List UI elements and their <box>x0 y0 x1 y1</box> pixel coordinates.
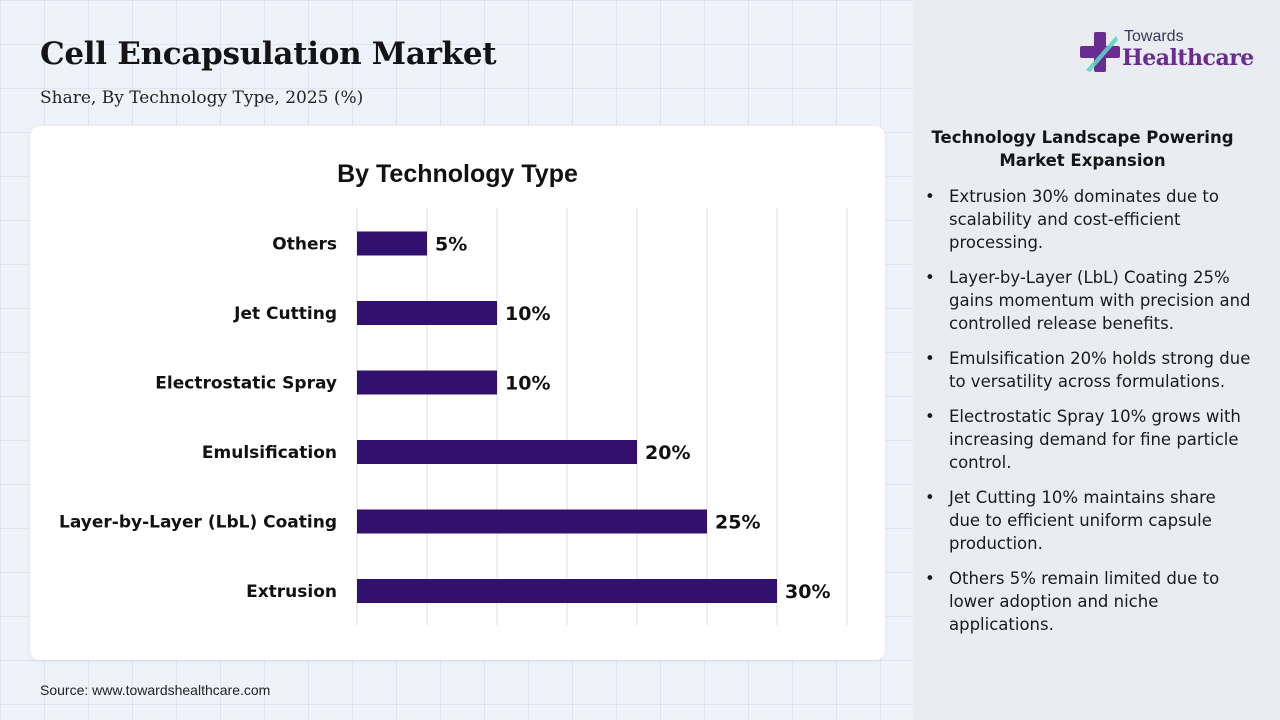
bar <box>357 440 637 464</box>
list-item-text: Layer-by-Layer (LbL) Coating 25% gains m… <box>949 268 1251 333</box>
category-label: Emulsification <box>202 443 337 463</box>
bar <box>357 231 427 256</box>
data-label: 10% <box>505 373 550 395</box>
chart-title: By Technology Type <box>337 160 578 188</box>
list-item: • Others 5% remain limited due to lower a… <box>922 567 1252 636</box>
logo-top-text: Towards <box>1124 28 1184 45</box>
bar <box>357 301 497 325</box>
data-label: 5% <box>435 234 467 256</box>
bar-chart: Others 5% Jet Cutting 10% Electrostatic Spra… <box>59 208 848 625</box>
category-label: Layer-by-Layer (LbL) Coating <box>59 513 337 533</box>
list-item: • Layer-by-Layer (LbL) Coating 25% gains … <box>922 266 1252 335</box>
logo-main-text: Healthcare <box>1122 45 1254 71</box>
bullet-marker: • <box>925 407 935 426</box>
source-note: Source: www.towardshealthcare.com <box>40 682 271 698</box>
data-label: 25% <box>715 512 760 534</box>
bar <box>357 509 707 534</box>
list-item-text: Others 5% remain limited due to lower ad… <box>949 569 1220 634</box>
category-label: Others <box>272 235 337 255</box>
bullet-marker: • <box>925 349 935 368</box>
medical-cross-icon <box>1080 32 1120 72</box>
data-label: 10% <box>505 303 550 325</box>
list-item-text: Extrusion 30% dominates due to scalabili… <box>949 187 1219 252</box>
category-label: Jet Cutting <box>233 304 337 324</box>
list-item-text: Jet Cutting 10% maintains share due to e… <box>949 488 1216 553</box>
data-label: 20% <box>645 442 690 464</box>
insight-panel <box>913 0 1280 720</box>
bullet-marker: • <box>925 569 935 588</box>
bullet-marker: • <box>925 187 935 206</box>
towards-healthcare-logo: Towards Healthcare <box>1080 28 1260 78</box>
list-item: • Electrostatic Spray 10% grows with incr… <box>922 405 1252 474</box>
category-label: Electrostatic Spray <box>155 374 337 394</box>
list-item: • Jet Cutting 10% maintains share due to … <box>922 486 1252 555</box>
page-title: Cell Encapsulation Market <box>40 36 497 72</box>
panel-title: Technology Landscape Powering Market Exp… <box>931 128 1234 170</box>
list-item: • Emulsification 20% holds strong due to … <box>922 347 1252 393</box>
page-subtitle: Share, By Technology Type, 2025 (%) <box>40 88 364 108</box>
bar <box>357 579 777 603</box>
insight-list: • Extrusion 30% dominates due to scalabil… <box>922 185 1252 648</box>
list-item-text: Emulsification 20% holds strong due to v… <box>949 349 1251 391</box>
list-item: • Extrusion 30% dominates due to scalabil… <box>922 185 1252 254</box>
bullet-marker: • <box>925 268 935 287</box>
list-item-text: Electrostatic Spray 10% grows with incre… <box>949 407 1241 472</box>
bar <box>357 370 497 395</box>
bullet-marker: • <box>925 488 935 507</box>
category-label: Extrusion <box>246 582 337 602</box>
data-label: 30% <box>785 581 830 603</box>
